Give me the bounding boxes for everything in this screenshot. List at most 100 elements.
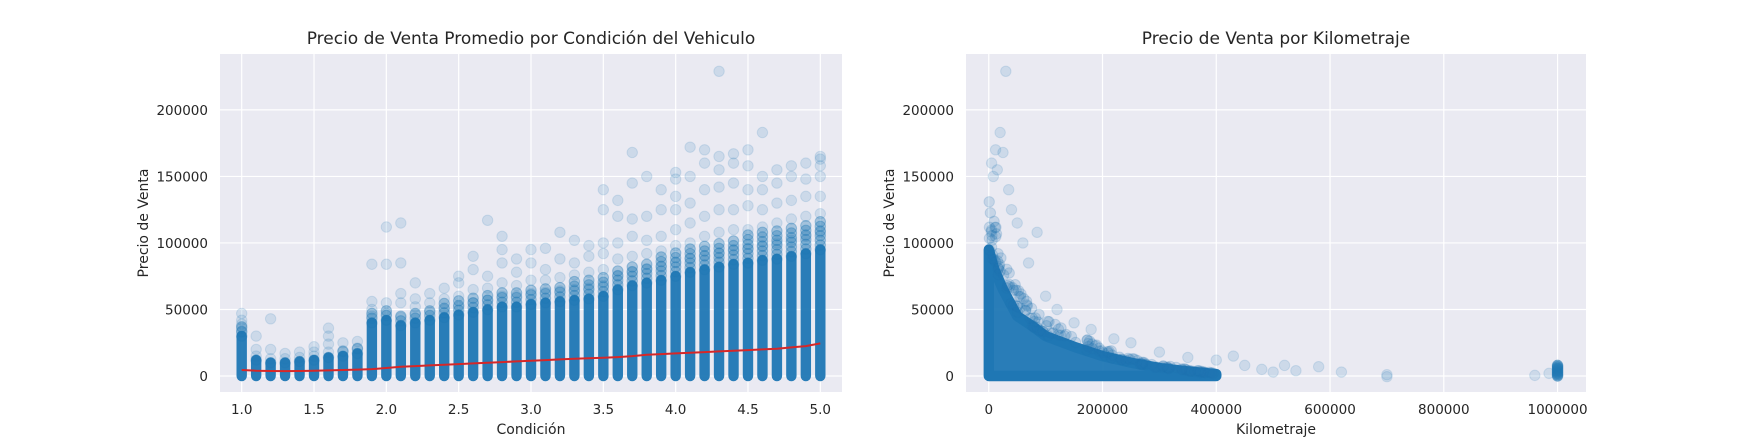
scatter-point bbox=[800, 247, 812, 260]
scatter-point bbox=[322, 338, 335, 350]
scatter-point bbox=[1239, 359, 1251, 372]
scatter-point bbox=[785, 213, 798, 225]
scatter-point bbox=[669, 256, 682, 268]
y-tick-label: 100000 bbox=[902, 236, 954, 252]
scatter-point bbox=[1191, 364, 1204, 377]
scatter-points-kilometraje bbox=[983, 65, 1564, 383]
scatter-point bbox=[655, 184, 667, 196]
scatter-point bbox=[756, 240, 769, 252]
scatter-point bbox=[366, 317, 378, 329]
scatter-point bbox=[235, 307, 248, 320]
scatter-point bbox=[351, 335, 364, 348]
scatter-point bbox=[496, 257, 508, 269]
scatter-point bbox=[554, 291, 566, 303]
mean-price-line bbox=[241, 342, 821, 373]
scatter-point bbox=[727, 239, 740, 252]
scatter-point bbox=[539, 263, 552, 276]
scatter-point bbox=[1136, 356, 1149, 369]
scatter-column bbox=[684, 267, 696, 382]
scatter-point bbox=[814, 160, 827, 172]
scatter-point bbox=[1022, 257, 1035, 269]
scatter-point bbox=[713, 247, 725, 259]
scatter-point bbox=[814, 225, 827, 237]
scatter-column bbox=[540, 297, 551, 382]
scatter-point bbox=[800, 243, 812, 255]
scatter-point bbox=[467, 306, 479, 318]
scatter-point bbox=[727, 244, 740, 256]
scatter-point bbox=[641, 272, 653, 284]
scatter-point bbox=[756, 254, 769, 266]
scatter-point bbox=[684, 197, 696, 209]
scatter-point bbox=[409, 317, 421, 329]
scatter-point bbox=[713, 226, 725, 239]
scatter-point bbox=[995, 252, 1007, 264]
scatter-point bbox=[1381, 369, 1393, 381]
scatter-point bbox=[250, 330, 262, 342]
y-tick-label: 100000 bbox=[156, 236, 208, 252]
scatter-point bbox=[1042, 315, 1054, 328]
scatter-point bbox=[1185, 365, 1198, 377]
scatter-point bbox=[626, 213, 638, 225]
scatter-point bbox=[1182, 351, 1194, 364]
scatter-point bbox=[756, 231, 769, 243]
scatter-point bbox=[554, 281, 566, 294]
x-tick-label: 400000 bbox=[1191, 402, 1243, 418]
scatter-column bbox=[352, 348, 363, 382]
scatter-point bbox=[452, 277, 465, 289]
scatter-point bbox=[539, 297, 552, 309]
scatter-point bbox=[525, 284, 537, 296]
scatter-point bbox=[983, 221, 996, 233]
scatter-point bbox=[785, 236, 798, 248]
scatter-point bbox=[713, 65, 725, 77]
scatter-point bbox=[264, 353, 277, 365]
scatter-point bbox=[583, 283, 595, 296]
scatter-point bbox=[986, 253, 999, 265]
scatter-point bbox=[1080, 344, 1093, 356]
x-tick-label: 2.0 bbox=[376, 402, 397, 418]
scatter-point bbox=[1025, 302, 1038, 315]
x-tick-label: 1000000 bbox=[1527, 402, 1587, 418]
scatter-point bbox=[510, 290, 523, 302]
scatter-point bbox=[698, 184, 711, 196]
scatter-point bbox=[612, 265, 624, 277]
scatter-point bbox=[1047, 327, 1059, 339]
scatter-point bbox=[985, 241, 998, 253]
scatter-point bbox=[1010, 300, 1023, 312]
scatter-point bbox=[1017, 292, 1030, 305]
scatter-point bbox=[424, 297, 436, 309]
scatter-point bbox=[742, 247, 754, 260]
scatter-point bbox=[510, 253, 523, 265]
scatter-column bbox=[800, 248, 812, 382]
scatter-point bbox=[1001, 279, 1014, 292]
scatter-point bbox=[1197, 366, 1210, 378]
scatter-column bbox=[713, 261, 725, 382]
scatter-point bbox=[785, 250, 798, 262]
scatter-point bbox=[1009, 278, 1021, 291]
scatter-point bbox=[612, 270, 624, 282]
scatter-point bbox=[992, 247, 1004, 260]
scatter-column bbox=[323, 352, 334, 382]
scatter-point bbox=[496, 301, 508, 313]
scatter-point bbox=[424, 305, 436, 317]
scatter-point bbox=[481, 214, 494, 227]
scatter-point bbox=[1028, 321, 1040, 333]
scatter-point bbox=[351, 342, 364, 354]
scatter-point bbox=[742, 144, 754, 156]
scatter-point bbox=[539, 274, 552, 286]
scatter-point bbox=[669, 166, 682, 179]
scatter-point bbox=[986, 234, 998, 246]
scatter-point bbox=[481, 299, 494, 311]
scatter-point bbox=[814, 150, 827, 163]
scatter-point bbox=[771, 243, 783, 256]
scatter-point bbox=[684, 253, 696, 265]
scatter-point bbox=[1103, 345, 1115, 358]
scatter-point bbox=[1197, 366, 1209, 378]
scatter-column bbox=[612, 284, 623, 382]
scatter-point bbox=[1183, 365, 1195, 377]
scatter-point bbox=[1134, 358, 1147, 371]
scatter-column bbox=[294, 356, 305, 382]
scatter-point bbox=[684, 257, 696, 269]
x-tick-label: 1.5 bbox=[303, 402, 324, 418]
scatter-point bbox=[800, 157, 812, 169]
scatter-point bbox=[510, 291, 523, 304]
